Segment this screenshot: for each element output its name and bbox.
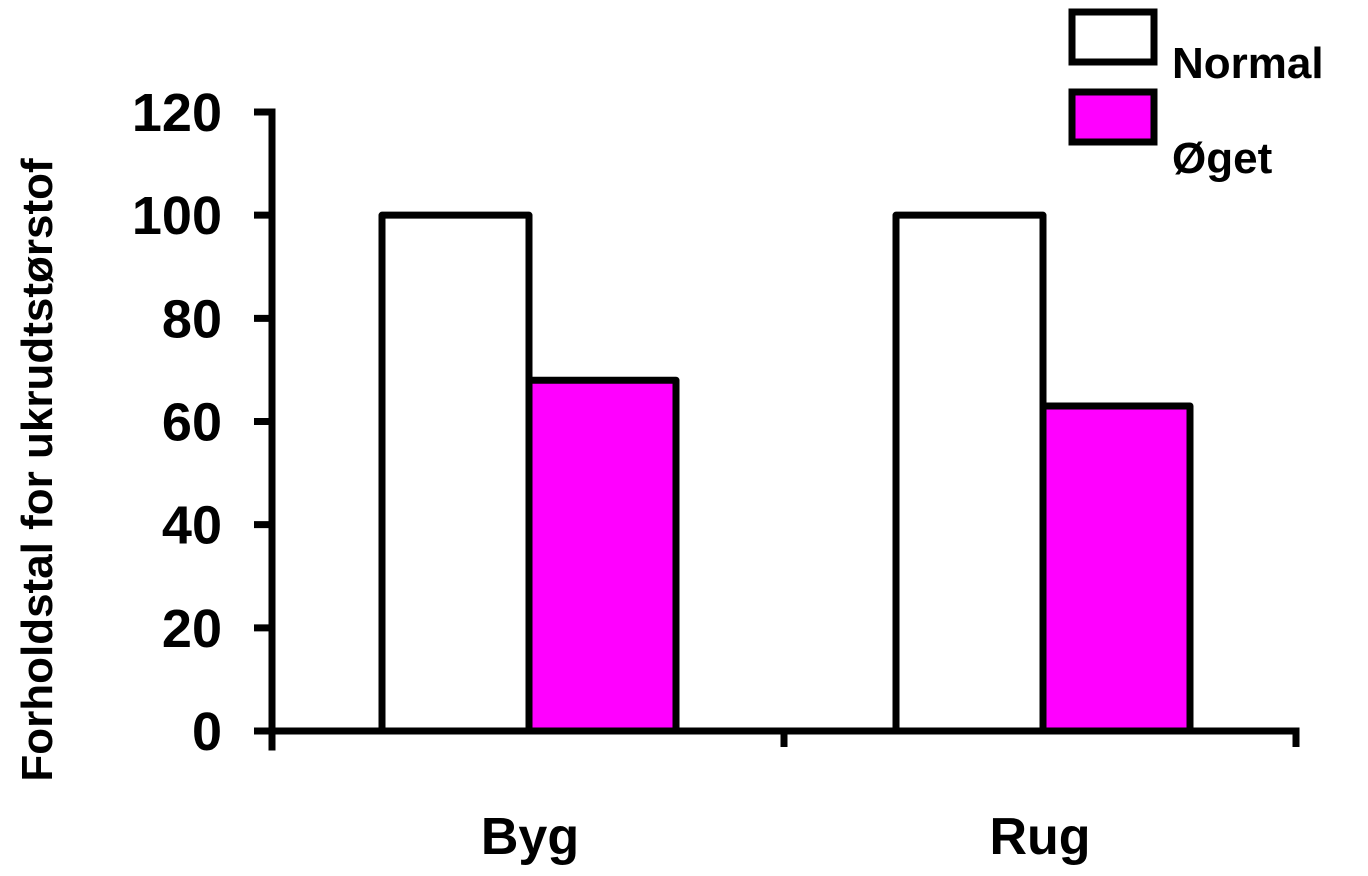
y-tick-label-40: 40: [162, 496, 222, 556]
y-tick-label-0: 0: [192, 702, 222, 762]
y-tick-label-80: 80: [162, 289, 222, 349]
bars-group: [378, 211, 1194, 735]
y-tick-labels-group: 0 20 40 60 80 100 120: [132, 83, 222, 762]
bar-byg-normal: [378, 211, 533, 735]
y-tick-label-120: 120: [132, 83, 222, 143]
y-tick-label-60: 60: [162, 393, 222, 453]
category-label-byg: Byg: [481, 808, 579, 866]
y-ticks-group: [254, 108, 272, 735]
legend-swatch-oget: [1068, 88, 1158, 146]
bar-rug-oget: [1039, 402, 1194, 735]
category-label-rug: Rug: [989, 808, 1090, 866]
bar-byg-oget: [525, 376, 680, 735]
legend-swatch-normal: [1068, 8, 1158, 66]
legend: Normal Øget: [1068, 8, 1324, 183]
legend-label-oget: Øget: [1172, 134, 1273, 183]
x-category-labels-group: Byg Rug: [481, 808, 1091, 866]
axes-group: [254, 108, 1300, 751]
y-tick-label-100: 100: [132, 186, 222, 246]
x-ticks-group: [268, 731, 1300, 747]
bar-rug-normal: [892, 211, 1047, 735]
y-tick-label-20: 20: [162, 599, 222, 659]
y-axis-label: Forholdstal for ukrudtstørstof: [13, 158, 62, 782]
legend-label-normal: Normal: [1172, 39, 1324, 88]
